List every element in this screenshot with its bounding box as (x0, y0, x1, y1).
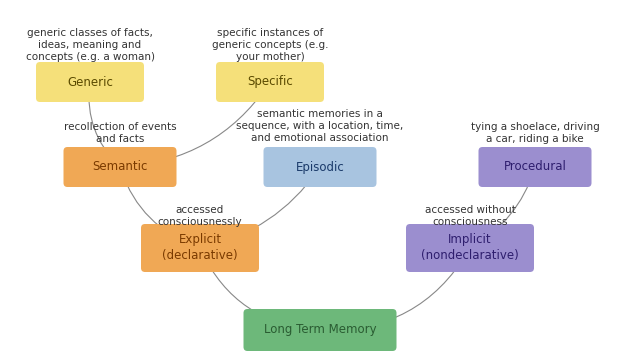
Text: recollection of events
and facts: recollection of events and facts (64, 122, 176, 144)
Text: semantic memories in a
sequence, with a location, time,
and emotional associatio: semantic memories in a sequence, with a … (236, 109, 404, 143)
FancyBboxPatch shape (406, 224, 534, 272)
Text: generic classes of facts,
ideas, meaning and
concepts (e.g. a woman): generic classes of facts, ideas, meaning… (26, 27, 154, 62)
Text: accessed
consciousnessly: accessed consciousnessly (157, 205, 243, 227)
FancyBboxPatch shape (479, 147, 591, 187)
FancyBboxPatch shape (141, 224, 259, 272)
Text: Implicit
(nondeclarative): Implicit (nondeclarative) (421, 234, 519, 262)
Text: tying a shoelace, driving
a car, riding a bike: tying a shoelace, driving a car, riding … (470, 122, 600, 144)
Text: Long Term Memory: Long Term Memory (264, 323, 376, 336)
Text: Generic: Generic (67, 75, 113, 88)
Text: Procedural: Procedural (504, 161, 566, 174)
FancyBboxPatch shape (264, 147, 376, 187)
Text: Explicit
(declarative): Explicit (declarative) (162, 234, 238, 262)
FancyBboxPatch shape (243, 309, 397, 351)
Text: Episodic: Episodic (296, 161, 344, 174)
Text: specific instances of
generic concepts (e.g.
your mother): specific instances of generic concepts (… (212, 27, 328, 62)
Text: Semantic: Semantic (92, 161, 148, 174)
FancyBboxPatch shape (216, 62, 324, 102)
FancyBboxPatch shape (36, 62, 144, 102)
Text: Specific: Specific (247, 75, 293, 88)
Text: accessed without
consciousness: accessed without consciousness (424, 205, 515, 227)
FancyBboxPatch shape (63, 147, 177, 187)
